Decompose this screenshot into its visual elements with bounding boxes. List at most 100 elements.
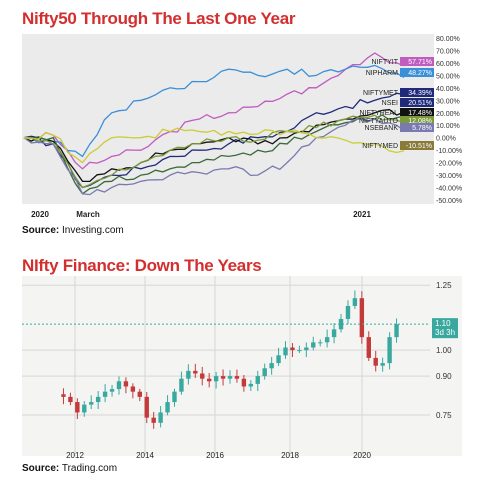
series-value: 57.71%: [408, 59, 432, 66]
y-tick-label: 1.00: [436, 346, 452, 355]
candle: [290, 343, 295, 358]
series-end-label: NIFTYMED -10.51%: [362, 141, 434, 150]
candle: [380, 357, 385, 372]
candle: [109, 384, 115, 397]
y-tick-label: 0.75: [436, 411, 452, 420]
candle: [144, 391, 149, 424]
candle: [387, 332, 392, 370]
series-name: NIFTYIT: [372, 59, 399, 66]
candle: [331, 323, 337, 344]
series-name: NSEI: [382, 100, 398, 107]
candle: [318, 339, 323, 347]
candle: [227, 370, 233, 384]
chart1-source-name: Investing.com: [62, 225, 124, 236]
candle: [248, 380, 254, 392]
candle: [158, 406, 163, 428]
candle: [352, 290, 358, 310]
series-line: [23, 64, 405, 158]
y-tick-label: 80.00%: [436, 36, 460, 43]
candle: [137, 388, 142, 402]
chart2-title: NIfty Finance: Down The Years: [22, 256, 262, 275]
candle: [304, 342, 309, 358]
chart2-source-name: Trading.com: [61, 463, 118, 474]
candle: [179, 371, 184, 395]
series-name: NIFTYAUTO: [359, 118, 399, 125]
y-tick-label: -40.00%: [436, 186, 462, 193]
candle: [95, 391, 101, 410]
series-value: 12.08%: [408, 118, 432, 125]
candle: [68, 392, 73, 406]
candle: [324, 329, 330, 348]
y-tick-label: -20.00%: [436, 161, 462, 168]
candle: [255, 370, 260, 392]
x-tick-label: 2018: [281, 451, 299, 460]
candle: [82, 401, 87, 417]
series-value: 5.78%: [412, 125, 432, 132]
candle: [151, 411, 156, 429]
candle: [234, 369, 240, 383]
candle: [130, 383, 136, 399]
candle: [206, 372, 212, 388]
series-end-label: NIFTYREAL 17.48%: [359, 108, 434, 117]
y-tick-label: 0.00%: [436, 136, 456, 143]
series-end-label: NIFTYAUTO 12.08%: [359, 116, 434, 125]
last-value-time: 3d 3h: [435, 328, 455, 337]
candle: [220, 369, 226, 386]
y-tick-label: 0.90: [436, 372, 452, 381]
y-tick-label: -30.00%: [436, 173, 462, 180]
candle: [193, 363, 198, 379]
candle: [262, 363, 267, 380]
x-tick-label: 2016: [206, 451, 224, 460]
series-value: 48.27%: [408, 70, 432, 77]
candle: [311, 336, 316, 351]
candle: [116, 376, 122, 395]
candle: [283, 341, 288, 359]
candle: [297, 345, 302, 354]
series-line: [23, 114, 405, 195]
candle: [165, 395, 170, 416]
candle: [123, 377, 129, 394]
y-tick-label: 20.00%: [436, 111, 460, 118]
candle: [269, 356, 274, 375]
candle: [186, 364, 191, 385]
candle: [75, 398, 80, 419]
x-tick-label: 2014: [136, 451, 154, 460]
y-tick-label: 40.00%: [436, 86, 460, 93]
series-end-label: NIFTYMET 34.39%: [363, 88, 434, 97]
candle: [338, 313, 344, 333]
candle: [102, 384, 108, 403]
series-end-label: NSEBANK 5.78%: [365, 123, 434, 132]
series-line: [23, 114, 405, 189]
y-tick-label: -10.00%: [436, 148, 462, 155]
candle: [394, 318, 399, 343]
candle: [345, 300, 351, 324]
chart2-source: Source: Trading.com: [22, 463, 118, 474]
candle: [89, 395, 94, 410]
series-name: NIPHARM: [366, 70, 398, 77]
x-tick-label: 2020: [31, 210, 49, 219]
x-tick-label: March: [76, 210, 100, 219]
series-end-label: NIFTYIT 57.71%: [372, 57, 434, 66]
x-tick-label: 2012: [66, 451, 84, 460]
series-value: -10.51%: [406, 143, 432, 150]
y-tick-label: 30.00%: [436, 98, 460, 105]
chart1-plot: 80.00% 70.00% 60.00% 50.00% 40.00% 30.00% 20.0…: [22, 34, 462, 219]
y-tick-label: 50.00%: [436, 73, 460, 80]
series-line: [23, 127, 405, 164]
candle: [373, 350, 378, 372]
series-line: [23, 52, 405, 170]
x-tick-label: 2021: [353, 210, 371, 219]
series-name: NSEBANK: [365, 125, 399, 132]
chart1-source: Source: Investing.com: [22, 225, 124, 236]
candle: [276, 347, 281, 366]
chart2-background: [22, 276, 462, 456]
series-end-label: NIPHARM 48.27%: [366, 68, 434, 77]
series-end-label: NSEI 20.51%: [382, 98, 434, 107]
y-tick-label: 10.00%: [436, 123, 460, 130]
candle: [241, 375, 247, 392]
series-value: 34.39%: [408, 90, 432, 97]
candle: [213, 371, 219, 389]
series-name: NIFTYREAL: [359, 110, 398, 117]
